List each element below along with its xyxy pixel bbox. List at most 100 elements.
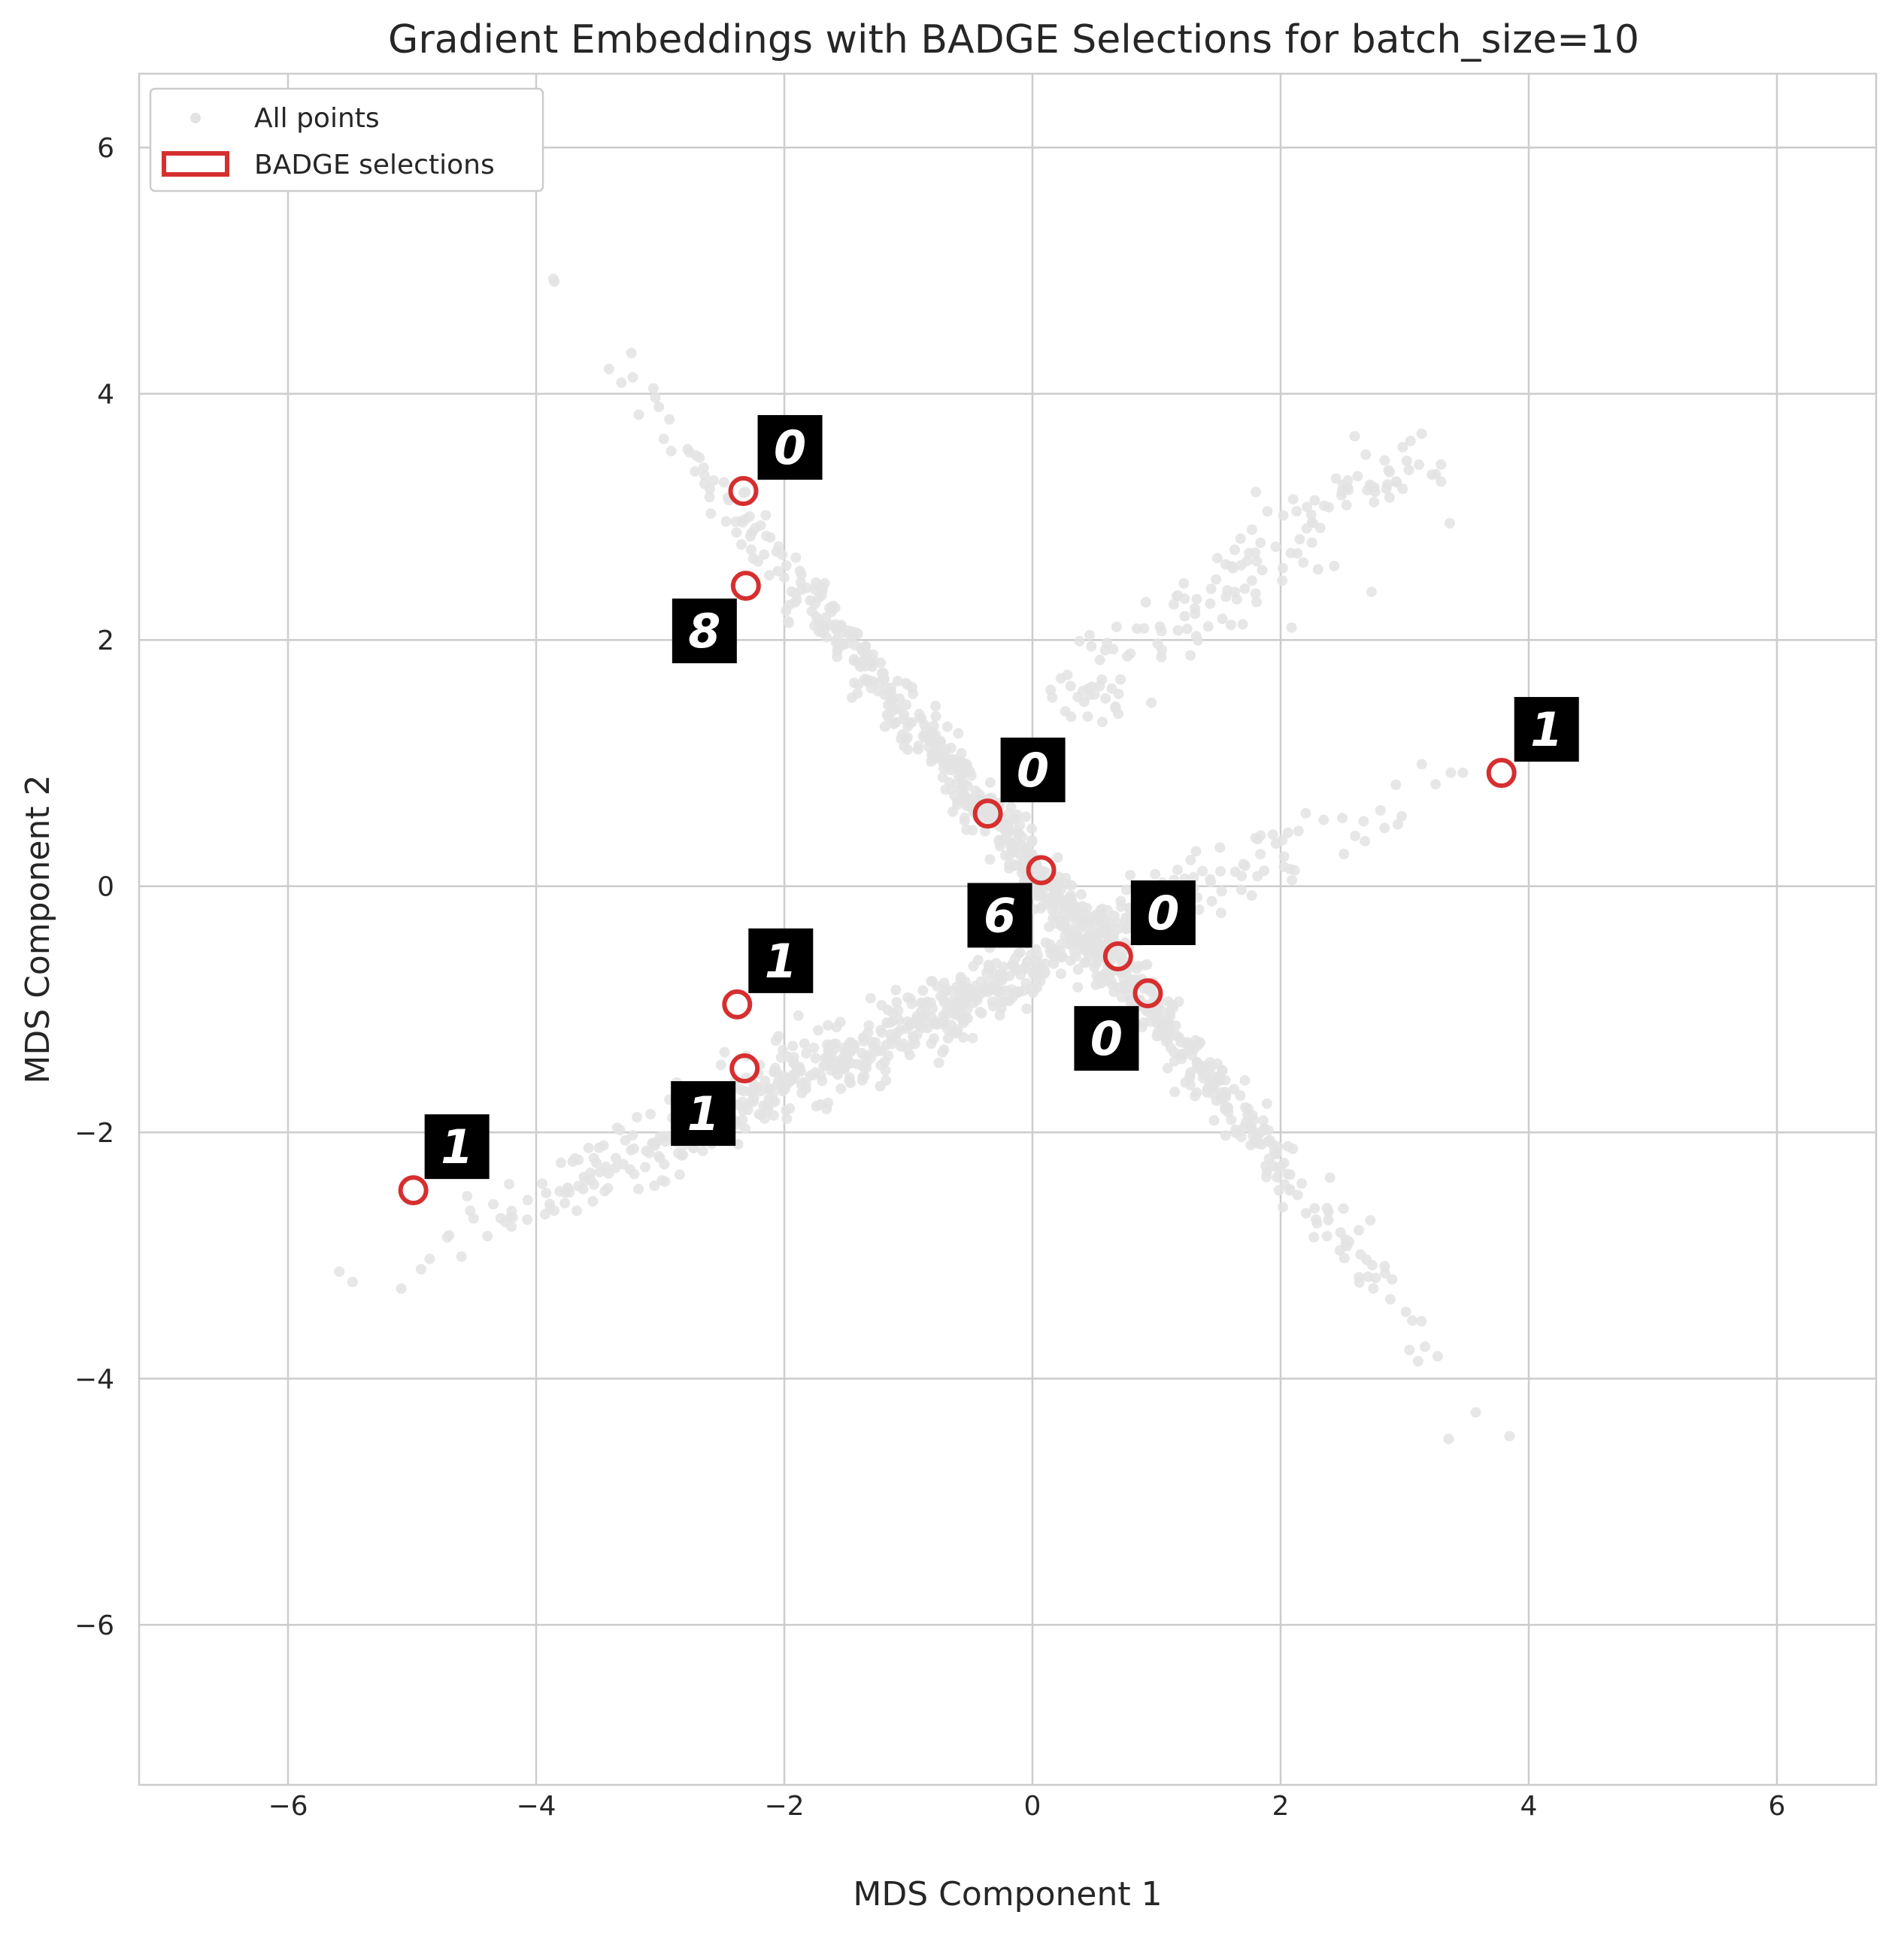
- data-point: [938, 1016, 949, 1027]
- data-point: [972, 955, 984, 966]
- data-point: [1175, 1053, 1187, 1065]
- data-point: [1072, 982, 1084, 993]
- x-tick-label: −4: [516, 1791, 556, 1822]
- y-tick-label: −4: [74, 1365, 114, 1395]
- data-point: [1312, 564, 1323, 575]
- data-point: [1236, 871, 1248, 882]
- data-point: [814, 1099, 826, 1110]
- data-point: [1009, 860, 1020, 871]
- x-axis-label: MDS Component 1: [853, 1875, 1162, 1913]
- data-point: [811, 577, 822, 589]
- data-point: [1287, 494, 1299, 505]
- data-point: [813, 1025, 824, 1036]
- data-point: [506, 1205, 517, 1216]
- data-point: [823, 1020, 834, 1031]
- data-point: [1419, 1341, 1430, 1353]
- data-point: [1057, 895, 1068, 906]
- data-point: [1392, 819, 1403, 830]
- data-point: [1338, 479, 1349, 490]
- data-point: [684, 447, 696, 458]
- digit-label: 0: [1090, 1011, 1123, 1066]
- data-point: [1074, 635, 1085, 647]
- data-point: [1185, 650, 1196, 661]
- data-point: [940, 784, 951, 795]
- data-point: [1045, 684, 1057, 695]
- data-point: [1000, 850, 1011, 861]
- data-point: [659, 1176, 671, 1187]
- data-point: [1096, 717, 1108, 728]
- data-point: [1311, 1218, 1323, 1229]
- data-point: [1235, 1132, 1247, 1143]
- data-point: [871, 1046, 882, 1057]
- digit-thumbnail: [1514, 697, 1579, 762]
- selection-marker: [728, 476, 759, 507]
- data-point: [996, 1003, 1007, 1014]
- data-point: [1231, 594, 1242, 605]
- data-point: [482, 1231, 493, 1242]
- data-point: [1339, 848, 1350, 859]
- data-point: [587, 1195, 599, 1207]
- data-point: [1160, 1036, 1172, 1047]
- data-point: [424, 1253, 435, 1265]
- data-point: [583, 1142, 594, 1153]
- data-point: [1012, 987, 1023, 998]
- data-point: [1125, 870, 1136, 881]
- data-point: [1065, 955, 1076, 966]
- data-point: [1302, 501, 1313, 513]
- data-point: [1306, 537, 1317, 548]
- data-point: [1250, 588, 1261, 599]
- data-point: [902, 1044, 914, 1056]
- data-point: [1354, 1271, 1365, 1283]
- data-point: [984, 854, 996, 865]
- data-point: [848, 653, 860, 665]
- data-point: [1205, 598, 1216, 609]
- data-point: [1206, 895, 1217, 907]
- data-point: [1318, 500, 1329, 511]
- data-point: [956, 768, 967, 780]
- data-point: [1048, 913, 1059, 924]
- data-point: [975, 1006, 986, 1017]
- data-point: [653, 1150, 665, 1162]
- grid-lines: [139, 74, 1876, 1785]
- data-point: [761, 530, 772, 541]
- data-point: [769, 1065, 781, 1077]
- data-point: [1132, 963, 1143, 974]
- data-point: [1211, 553, 1223, 564]
- data-point: [1151, 1010, 1163, 1021]
- data-point: [1030, 966, 1041, 977]
- data-point: [1355, 1249, 1366, 1260]
- data-point: [1284, 1169, 1296, 1180]
- data-point: [694, 452, 705, 463]
- data-point: [1300, 1207, 1311, 1219]
- data-point: [1035, 903, 1047, 914]
- data-point: [847, 1044, 858, 1055]
- selection-marker: [722, 989, 753, 1020]
- data-point: [893, 1014, 905, 1026]
- data-point: [1264, 1135, 1275, 1147]
- data-point: [1383, 465, 1394, 476]
- data-point: [1172, 865, 1183, 876]
- data-point: [1430, 779, 1441, 790]
- data-point: [1308, 1232, 1320, 1243]
- digit-thumbnail: [757, 415, 823, 480]
- digit-label: 1: [1530, 702, 1563, 757]
- data-point: [906, 998, 917, 1010]
- data-point: [1341, 499, 1352, 511]
- data-point: [504, 1178, 515, 1189]
- data-point: [827, 1059, 838, 1070]
- data-point: [1246, 890, 1257, 901]
- data-point: [1403, 464, 1414, 475]
- data-point: [815, 1070, 826, 1081]
- data-point: [1314, 523, 1326, 534]
- data-point: [1329, 560, 1340, 571]
- data-point: [1062, 669, 1073, 680]
- data-point: [1125, 648, 1136, 659]
- data-point: [676, 1150, 687, 1161]
- data-point: [1416, 759, 1427, 770]
- data-point: [610, 1162, 621, 1174]
- data-point: [1007, 960, 1018, 971]
- data-point: [1057, 921, 1069, 932]
- data-point: [1401, 455, 1412, 466]
- data-point: [522, 1214, 533, 1226]
- data-point: [789, 1070, 800, 1081]
